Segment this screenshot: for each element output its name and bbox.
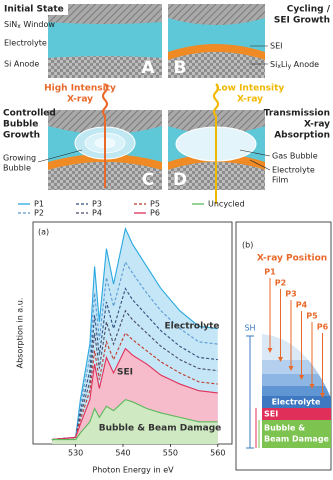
label: Electrolyte — [272, 398, 321, 407]
xray-label: High Intensity — [44, 84, 116, 94]
label: SEI — [264, 410, 278, 419]
title: Growth — [3, 131, 40, 141]
arrow-head — [278, 357, 283, 362]
title: Initial State — [4, 5, 64, 15]
label: SH — [244, 324, 255, 333]
x-tick-label: 560 — [210, 449, 225, 458]
annotation: Bubble & Beam Damage — [99, 424, 222, 434]
xray-label: X-ray — [67, 95, 93, 105]
panel-letter: B — [174, 58, 187, 78]
panel-c: Controlled Bubble Growth Growing Bubble … — [3, 83, 162, 190]
label: Bubble & — [264, 424, 305, 433]
arrow-head — [267, 348, 273, 353]
panel-label: (a) — [38, 228, 49, 237]
title: Controlled — [3, 109, 56, 119]
title: Cycling / — [287, 5, 331, 15]
label: Electrolyte — [272, 166, 315, 175]
series-line — [51, 347, 218, 441]
annotation: Electrolyte — [165, 322, 220, 332]
label: Si Anode — [4, 60, 39, 69]
annotation: SEI — [117, 368, 133, 378]
arrow-head — [299, 375, 304, 380]
legend-label: P1 — [34, 200, 44, 209]
label: Gas Bubble — [272, 152, 318, 161]
arrow-head — [309, 384, 315, 389]
title: Transmission — [264, 109, 330, 119]
panel-a: Initial State SiNx Window Electrolyte Si… — [2, 3, 162, 78]
series-line — [51, 260, 218, 441]
series-line — [51, 309, 218, 441]
x-axis-label: Photon Energy in eV — [92, 466, 174, 475]
xray-label: Low Intensity — [216, 84, 285, 94]
panel-d: Transmission X-ray Absorption Gas Bubble… — [168, 83, 330, 204]
legend-label: P4 — [92, 209, 102, 218]
label: SEI — [270, 42, 283, 51]
y-axis-label: Absorption in a.u. — [16, 298, 25, 369]
position-label: P5 — [306, 312, 318, 321]
panel-label: (b) — [242, 241, 253, 250]
title: SEI Growth — [274, 16, 330, 26]
legend-label: P6 — [150, 209, 160, 218]
series-line — [51, 332, 218, 441]
panel-b: (b) X-ray Position SH Electrolyte SEI Bu… — [235, 221, 332, 471]
title: X-ray — [304, 120, 330, 130]
window — [48, 4, 162, 24]
panel-letter: A — [141, 58, 155, 78]
panel-letter: C — [142, 170, 154, 190]
series-line — [51, 287, 218, 441]
label: SixLiy Anode — [270, 60, 319, 70]
legend-label: P2 — [34, 209, 44, 218]
x-tick-label: 550 — [163, 449, 178, 458]
position-label: P1 — [264, 268, 276, 277]
position-label: P4 — [296, 301, 308, 310]
legend-label: Uncycled — [208, 200, 245, 209]
position-label: P3 — [285, 290, 296, 299]
x-tick-label: 540 — [115, 449, 130, 458]
plot — [51, 226, 219, 447]
anode — [48, 56, 162, 78]
title: Bubble — [3, 120, 38, 130]
arrow-head — [320, 393, 325, 398]
legend-label: P5 — [150, 200, 160, 209]
label: X-ray Position — [257, 254, 327, 264]
panel-letter: D — [173, 170, 187, 190]
label: SiNx Window — [4, 20, 55, 30]
legend-label: P3 — [92, 200, 102, 209]
x-tick-label: 530 — [68, 449, 83, 458]
position-label: P2 — [275, 279, 286, 288]
xray-label: X-ray — [237, 95, 263, 105]
series-line — [51, 226, 218, 441]
position-label: P6 — [317, 323, 329, 332]
label: Electrolyte — [4, 39, 47, 48]
area-fill — [51, 399, 218, 444]
label: Film — [272, 176, 288, 185]
label: Bubble — [3, 164, 31, 173]
label: Beam Damage — [264, 435, 330, 444]
arrow-head — [288, 366, 294, 371]
panel-b-diagram: Cycling / SEI Growth SEI SixLiy Anode B — [168, 4, 331, 78]
title: Absorption — [274, 131, 330, 141]
series-line — [51, 398, 218, 441]
label: Growing — [3, 154, 36, 163]
